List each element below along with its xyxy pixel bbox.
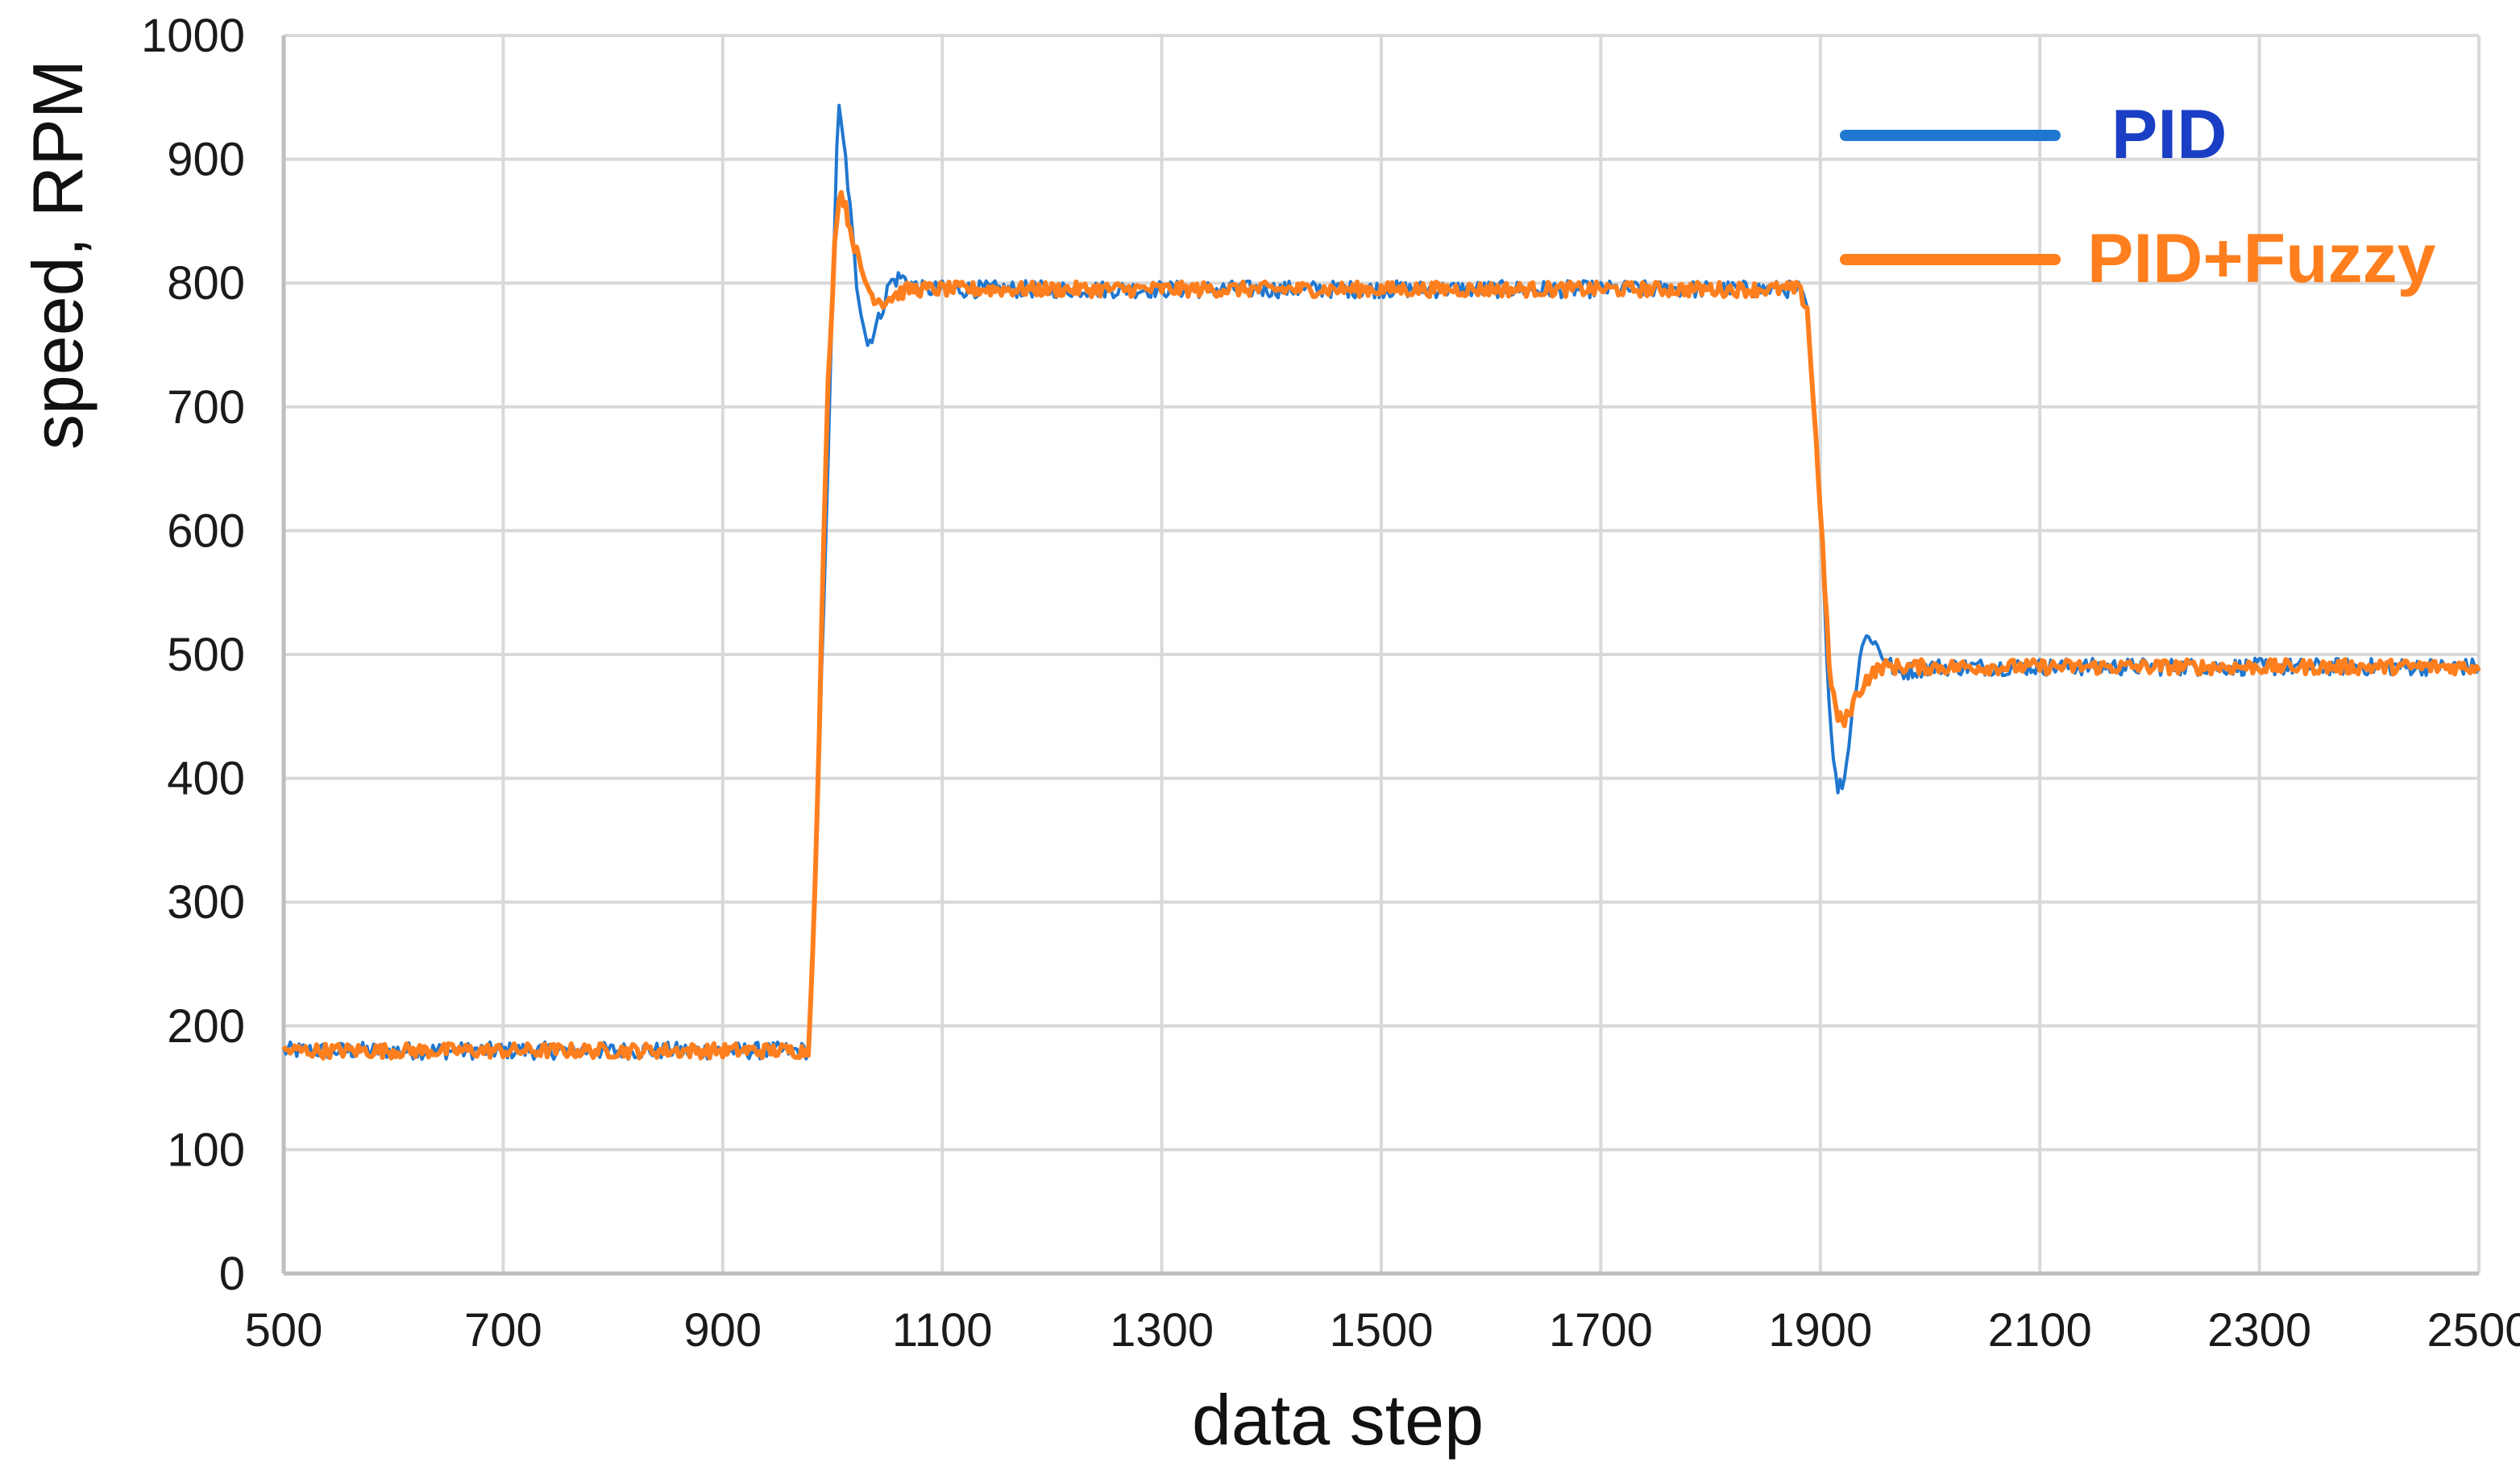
y-tick-label: 500 (167, 629, 245, 681)
y-tick-label: 100 (167, 1124, 245, 1176)
legend-label-pid: PID (2111, 96, 2227, 173)
y-tick-label: 900 (167, 134, 245, 186)
x-tick-label: 2300 (2207, 1304, 2311, 1357)
series-line-pid-fuzzy (281, 189, 2481, 1061)
x-tick-label: 500 (245, 1304, 323, 1357)
legend-label-pid-fuzzy: PID+Fuzzy (2087, 220, 2436, 297)
y-tick-label: 200 (167, 1000, 245, 1053)
x-tick-label: 1500 (1329, 1304, 1433, 1357)
x-tick-label: 700 (464, 1304, 542, 1357)
x-tick-label: 2500 (2427, 1304, 2520, 1357)
x-tick-label: 1700 (1549, 1304, 1653, 1357)
y-tick-label: 800 (167, 257, 245, 310)
x-tick-label: 900 (683, 1304, 762, 1357)
y-tick-label: 300 (167, 876, 245, 929)
x-axis-title: data step (1192, 1380, 1484, 1460)
y-axis-title: speed, RPM (18, 60, 98, 450)
grid-lines (282, 34, 2481, 1275)
legend: PID PID+Fuzzy (1840, 96, 2436, 297)
y-tick-label: 700 (167, 381, 245, 434)
x-tick-label: 1300 (1110, 1304, 1214, 1357)
y-tick-label: 1000 (141, 10, 245, 62)
tick-labels: 0 100 200 300 400 500 600 700 800 900 1000 500 700 90… (141, 10, 2520, 1357)
y-tick-label: 400 (167, 753, 245, 805)
series-layer (281, 103, 2481, 1062)
y-tick-label: 0 (219, 1248, 245, 1300)
x-tick-label: 1900 (1768, 1304, 1872, 1357)
x-tick-label: 1100 (892, 1304, 993, 1357)
y-tick-label: 600 (167, 505, 245, 557)
axes (281, 35, 2479, 1276)
x-tick-label: 2100 (1988, 1304, 2092, 1357)
